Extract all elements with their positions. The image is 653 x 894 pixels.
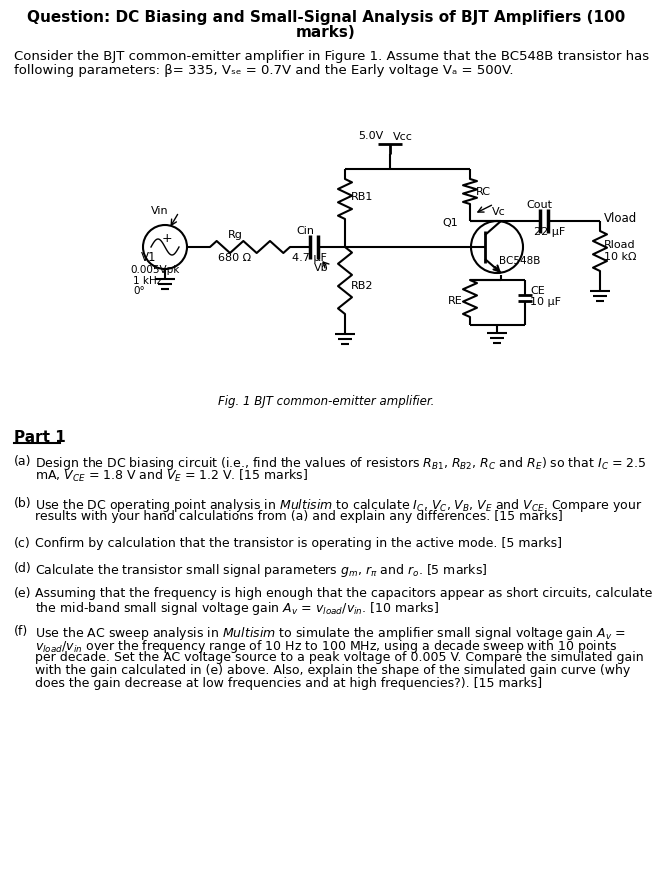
Text: (a): (a) <box>14 454 31 468</box>
Text: 4.7 μF: 4.7 μF <box>292 253 327 263</box>
Text: results with your hand calculations from (a) and explain any differences. [15 ma: results with your hand calculations from… <box>35 510 563 522</box>
Text: Cout: Cout <box>526 199 552 210</box>
Text: 10 kΩ: 10 kΩ <box>604 252 637 262</box>
Text: $v_{load}$/$v_{in}$ over the frequency range of 10 Hz to 100 MHz, using a decade: $v_{load}$/$v_{in}$ over the frequency r… <box>35 637 617 654</box>
Text: Vb: Vb <box>314 263 328 273</box>
Text: marks): marks) <box>296 25 356 40</box>
Text: RB1: RB1 <box>351 192 374 202</box>
Text: 0°: 0° <box>133 286 145 296</box>
Text: mA, $V_{CE}$ = 1.8 V and $V_E$ = 1.2 V. [15 marks]: mA, $V_{CE}$ = 1.8 V and $V_E$ = 1.2 V. … <box>35 468 308 484</box>
Text: Rload: Rload <box>604 240 635 249</box>
Text: Part 1: Part 1 <box>14 429 66 444</box>
Text: RC: RC <box>476 187 491 197</box>
Text: Use the AC sweep analysis in $\mathit{Multisim}$ to simulate the amplifier small: Use the AC sweep analysis in $\mathit{Mu… <box>35 624 626 641</box>
Text: Use the DC operating point analysis in $\mathit{Multisim}$ to calculate $I_C$, $: Use the DC operating point analysis in $… <box>35 496 643 513</box>
Text: Confirm by calculation that the transistor is operating in the active mode. [5 m: Confirm by calculation that the transist… <box>35 536 562 550</box>
Text: 5.0V: 5.0V <box>358 131 383 141</box>
Text: Assuming that the frequency is high enough that the capacitors appear as short c: Assuming that the frequency is high enou… <box>35 586 652 599</box>
Text: 0.005Vpk: 0.005Vpk <box>130 265 180 274</box>
Text: (f): (f) <box>14 624 28 637</box>
Text: Rg: Rg <box>228 230 243 240</box>
Text: Cin: Cin <box>296 226 314 236</box>
Text: Vload: Vload <box>604 212 637 224</box>
Text: Vcc: Vcc <box>393 131 413 142</box>
Text: Consider the BJT common-emitter amplifier in Figure 1. Assume that the BC548B tr: Consider the BJT common-emitter amplifie… <box>14 50 653 63</box>
Text: Design the DC biasing circuit (i.e., find the values of resistors $R_{B1}$, $R_{: Design the DC biasing circuit (i.e., fin… <box>35 454 646 471</box>
Text: (e): (e) <box>14 586 31 599</box>
Text: CE: CE <box>530 286 545 296</box>
Text: Calculate the transistor small signal parameters $g_m$, $r_\pi$ and $r_o$. [5 ma: Calculate the transistor small signal pa… <box>35 561 487 578</box>
Text: following parameters: β= 335, Vₛₑ = 0.7V and the Early voltage Vₐ = 500V.: following parameters: β= 335, Vₛₑ = 0.7V… <box>14 64 513 77</box>
Text: does the gain decrease at low frequencies and at high frequencies?). [15 marks]: does the gain decrease at low frequencie… <box>35 676 542 689</box>
Text: Vin: Vin <box>151 206 168 215</box>
Text: +: + <box>162 232 172 245</box>
Text: per decade. Set the AC voltage source to a peak voltage of 0.005 V. Compare the : per decade. Set the AC voltage source to… <box>35 650 644 663</box>
Text: 10 μF: 10 μF <box>530 297 561 307</box>
Text: V1: V1 <box>141 250 157 264</box>
Text: BC548B: BC548B <box>499 256 541 266</box>
Text: Fig. 1 BJT common-emitter amplifier.: Fig. 1 BJT common-emitter amplifier. <box>218 394 434 408</box>
Text: Vc: Vc <box>492 207 506 216</box>
Text: RE: RE <box>448 296 463 306</box>
Text: 680 Ω: 680 Ω <box>218 253 251 263</box>
Text: (b): (b) <box>14 496 31 510</box>
Text: 1 kHz: 1 kHz <box>133 275 162 286</box>
Text: Question: DC Biasing and Small-Signal Analysis of BJT Amplifiers (100: Question: DC Biasing and Small-Signal An… <box>27 10 625 25</box>
Text: (c): (c) <box>14 536 31 550</box>
Text: Q1: Q1 <box>442 218 458 228</box>
Text: (d): (d) <box>14 561 32 574</box>
Text: RB2: RB2 <box>351 281 374 291</box>
Text: the mid-band small signal voltage gain $A_v$ = $v_{load}$/$v_{in}$. [10 marks]: the mid-band small signal voltage gain $… <box>35 599 439 616</box>
Text: with the gain calculated in (e) above. Also, explain the shape of the simulated : with the gain calculated in (e) above. A… <box>35 663 630 676</box>
Text: 22 μF: 22 μF <box>534 227 565 237</box>
